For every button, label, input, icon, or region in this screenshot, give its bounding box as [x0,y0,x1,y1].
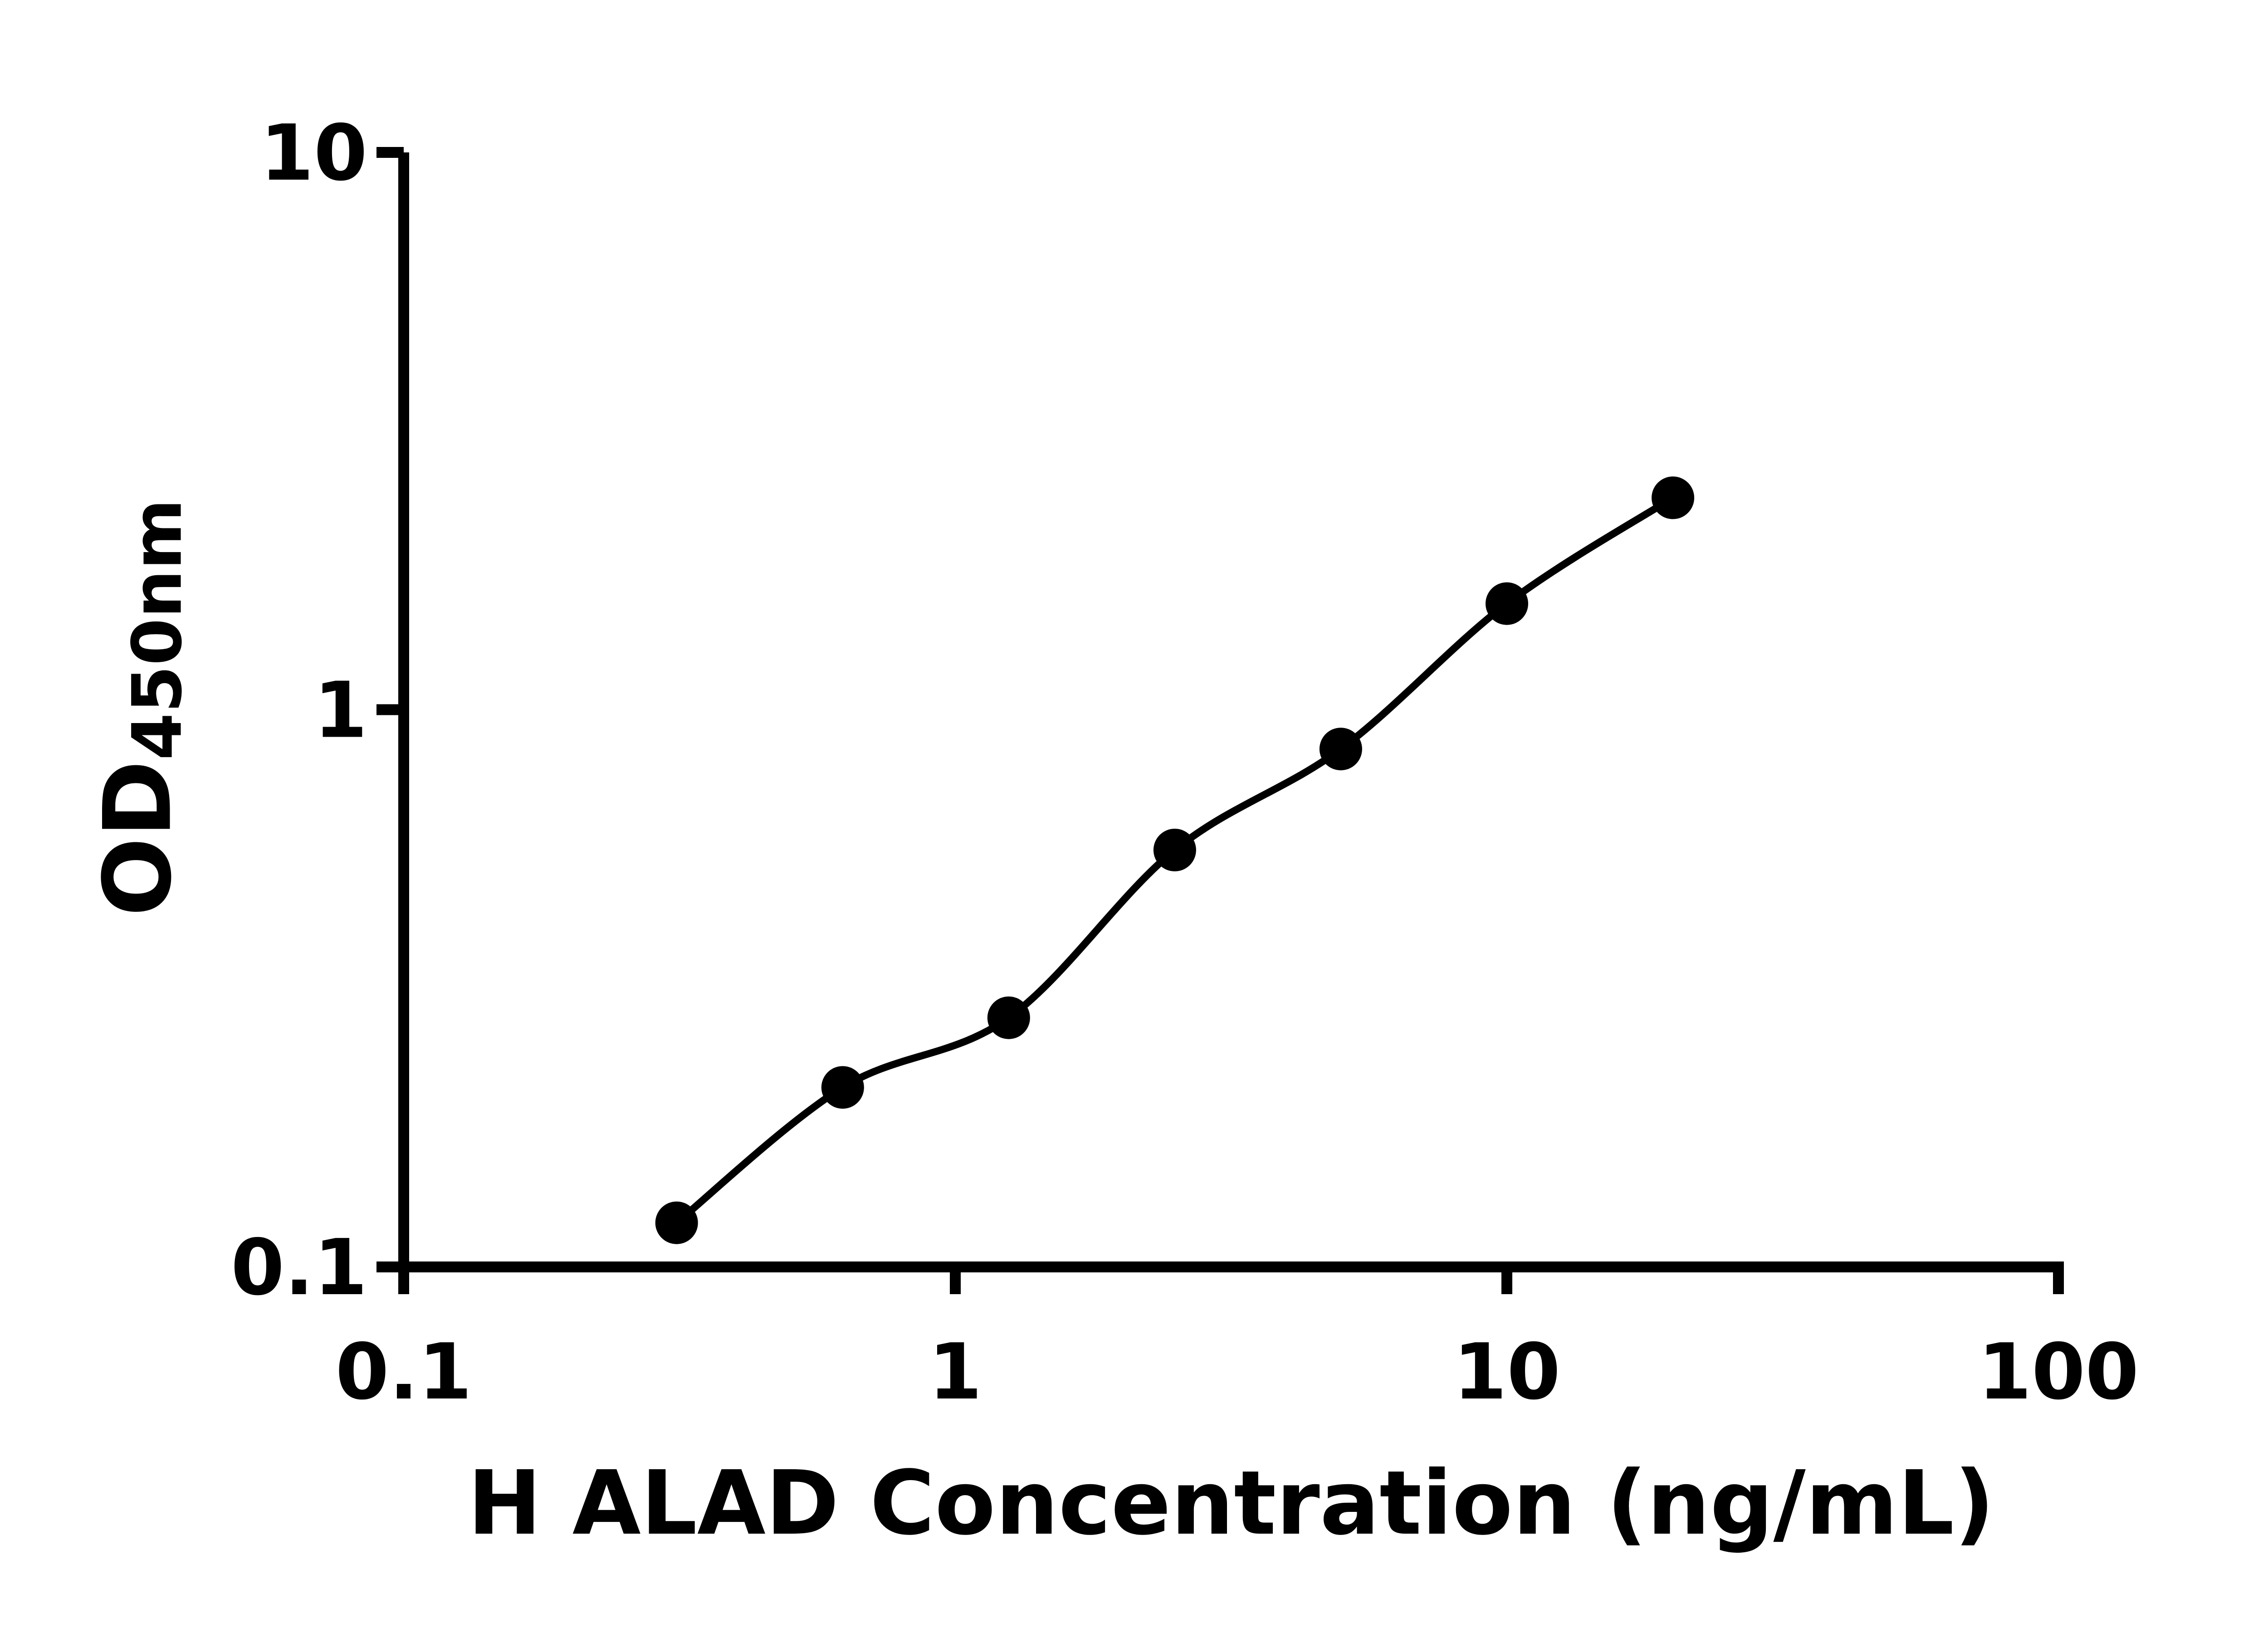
y-tick-label: 10 [260,108,367,198]
data-point [821,1066,864,1109]
data-point [1319,728,1362,771]
data-point [1486,582,1528,625]
data-point [987,996,1030,1039]
x-tick-label: 100 [1978,1327,2139,1417]
y-tick-label: 1 [314,666,367,756]
data-point [655,1201,698,1244]
x-tick-label: 1 [929,1327,982,1417]
x-axis-title: H ALAD Concentration (ng/mL) [467,1452,1995,1555]
x-tick-label: 10 [1453,1327,1561,1417]
x-tick-label: 0.1 [335,1327,472,1417]
data-point [1153,828,1196,871]
y-tick-label: 0.1 [231,1223,367,1313]
data-point [1652,476,1695,519]
